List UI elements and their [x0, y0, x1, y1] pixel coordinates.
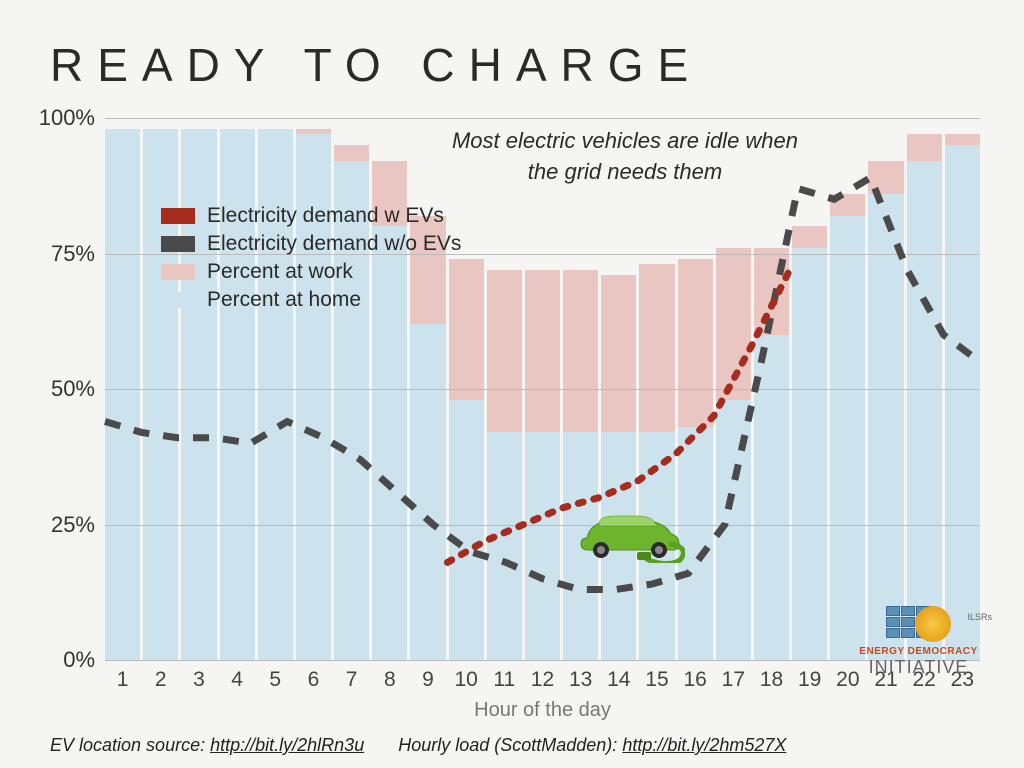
source-load-link[interactable]: http://bit.ly/2hm527X — [622, 735, 786, 755]
legend-row: Electricity demand w EVs — [161, 204, 461, 228]
bar-home — [487, 432, 522, 660]
x-tick-label: 11 — [493, 668, 515, 692]
bar-work — [830, 194, 865, 216]
bar-work — [792, 226, 827, 248]
x-tick-label: 10 — [454, 668, 477, 692]
legend-label: Percent at work — [207, 260, 353, 284]
source-loc-link[interactable]: http://bit.ly/2hlRn3u — [210, 735, 364, 755]
x-tick-label: 15 — [645, 668, 668, 692]
x-tick-label: 19 — [798, 668, 821, 692]
legend-label: Percent at home — [207, 288, 361, 312]
gridline — [105, 118, 980, 119]
legend-row: Electricity demand w/o EVs — [161, 232, 461, 256]
x-tick-label: 4 — [231, 668, 243, 692]
bar-home — [716, 400, 751, 660]
bar-home — [449, 400, 484, 660]
bar-home — [792, 248, 827, 660]
subtitle-line1: Most electric vehicles are idle when — [452, 128, 798, 153]
x-tick-label: 17 — [722, 668, 745, 692]
x-tick-label: 9 — [422, 668, 434, 692]
x-tick-label: 6 — [308, 668, 320, 692]
y-tick-label: 75% — [31, 241, 95, 267]
bar-work — [678, 259, 713, 427]
xaxis-title: Hour of the day — [474, 699, 611, 722]
y-tick-label: 0% — [31, 647, 95, 673]
chart: 1234567891011121314151617181920212223 0%… — [105, 118, 980, 660]
legend-row: Percent at home — [161, 288, 461, 312]
logo-line2: INITIATIVE — [841, 657, 996, 678]
bar-home — [754, 335, 789, 660]
legend-row: Percent at work — [161, 260, 461, 284]
x-tick-label: 7 — [346, 668, 358, 692]
bar-home — [410, 324, 445, 660]
bar-work — [601, 275, 636, 432]
subtitle-line2: the grid needs them — [528, 159, 722, 184]
source-loc-label: EV location source: — [50, 735, 205, 755]
source-footer: EV location source: http://bit.ly/2hlRn3… — [50, 735, 984, 756]
bar-work — [334, 145, 369, 161]
x-tick-label: 5 — [269, 668, 281, 692]
legend-swatch — [161, 236, 195, 252]
bar-work — [639, 264, 674, 432]
bar-work — [716, 248, 751, 400]
y-tick-label: 50% — [31, 376, 95, 402]
x-tick-label: 18 — [760, 668, 783, 692]
legend-swatch — [161, 208, 195, 224]
ilsr-logo: ILSRs ENERGY DEMOCRACY INITIATIVE — [841, 606, 996, 678]
subtitle: Most electric vehicles are idle when the… — [415, 126, 835, 188]
x-tick-label: 13 — [569, 668, 592, 692]
x-tick-label: 12 — [531, 668, 554, 692]
y-tick-label: 25% — [31, 512, 95, 538]
gridline — [105, 389, 980, 390]
y-tick-label: 100% — [31, 105, 95, 131]
bar-work — [563, 270, 598, 433]
logo-line1: ENERGY DEMOCRACY — [841, 646, 996, 657]
bar-work — [487, 270, 522, 433]
bar-home — [907, 161, 942, 660]
legend-swatch — [161, 292, 195, 308]
x-tick-label: 1 — [117, 668, 129, 692]
gridline — [105, 525, 980, 526]
bar-work — [754, 248, 789, 335]
sun-icon — [915, 606, 951, 642]
bar-work — [907, 134, 942, 161]
x-tick-label: 3 — [193, 668, 205, 692]
bar-home — [830, 216, 865, 660]
bar-home — [945, 145, 980, 660]
bar-home — [868, 194, 903, 660]
legend: Electricity demand w EVs Electricity dema… — [161, 204, 461, 316]
page-title: READY TO CHARGE — [50, 38, 702, 92]
bar-work — [525, 270, 560, 433]
source-load-label: Hourly load (ScottMadden): — [398, 735, 617, 755]
bar-home — [105, 129, 140, 660]
bar-home — [525, 432, 560, 660]
legend-swatch — [161, 264, 195, 280]
legend-label: Electricity demand w EVs — [207, 204, 444, 228]
bar-work — [945, 134, 980, 145]
x-tick-label: 2 — [155, 668, 167, 692]
legend-label: Electricity demand w/o EVs — [207, 232, 461, 256]
bar-work — [868, 161, 903, 194]
x-tick-label: 16 — [683, 668, 706, 692]
x-tick-label: 8 — [384, 668, 396, 692]
ev-car-icon — [575, 508, 685, 563]
x-tick-label: 14 — [607, 668, 630, 692]
